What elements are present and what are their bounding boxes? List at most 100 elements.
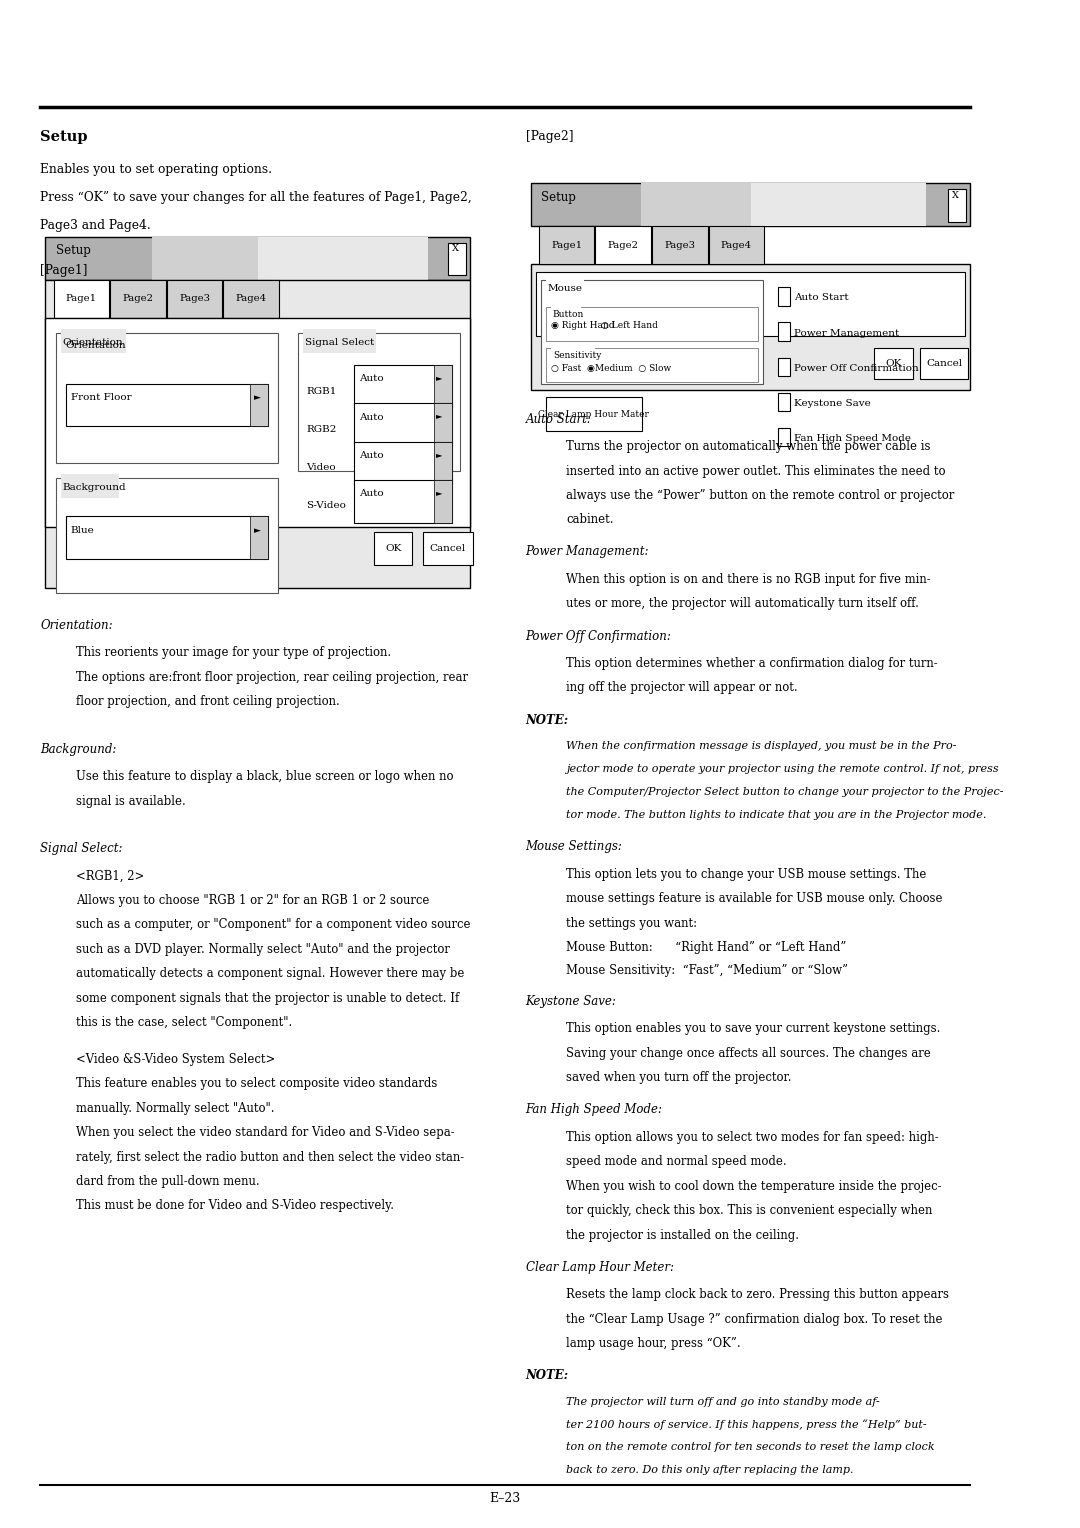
Text: rately, first select the radio button and then select the video stan-: rately, first select the radio button an… [76, 1151, 464, 1164]
Text: the projector is installed on the ceiling.: the projector is installed on the ceilin… [566, 1229, 799, 1242]
Bar [249, 384, 268, 426]
Bar [298, 333, 460, 471]
Bar [110, 280, 165, 318]
Bar [434, 365, 451, 408]
Text: such as a DVD player. Normally select "Auto" and the projector: such as a DVD player. Normally select "A… [76, 943, 449, 957]
Text: Power Management:: Power Management: [526, 545, 649, 559]
Text: Background: Background [63, 483, 126, 492]
Bar [541, 280, 764, 384]
Bar [45, 318, 470, 527]
Bar [60, 474, 119, 498]
Bar [54, 280, 109, 318]
Text: Enables you to set operating options.: Enables you to set operating options. [40, 163, 272, 177]
Text: Keystone Save: Keystone Save [795, 399, 872, 408]
Text: Resets the lamp clock back to zero. Pressing this button appears: Resets the lamp clock back to zero. Pres… [566, 1288, 949, 1302]
Text: ►: ► [254, 526, 260, 535]
Text: ►: ► [435, 413, 442, 420]
Text: Orientation: Orientation [66, 341, 126, 350]
Bar [66, 384, 268, 426]
Bar [779, 428, 791, 446]
Text: inserted into an active power outlet. This eliminates the need to: inserted into an active power outlet. Th… [566, 465, 945, 478]
Bar [166, 280, 222, 318]
Text: E–23: E–23 [489, 1491, 521, 1505]
Bar [545, 348, 758, 382]
Text: Mouse Button:      “Right Hand” or “Left Hand”: Mouse Button: “Right Hand” or “Left Hand… [566, 941, 847, 955]
Bar [545, 397, 642, 431]
Text: speed mode and normal speed mode.: speed mode and normal speed mode. [566, 1155, 786, 1169]
Text: manually. Normally select "Auto".: manually. Normally select "Auto". [76, 1102, 274, 1115]
Text: Setup: Setup [541, 191, 576, 205]
Text: Page1: Page1 [551, 241, 582, 249]
Bar [55, 333, 278, 463]
Bar [920, 348, 969, 379]
Text: Orientation: Orientation [63, 338, 123, 347]
Text: Saving your change once affects all sources. The changes are: Saving your change once affects all sour… [566, 1047, 931, 1060]
Text: ○ Left Hand: ○ Left Hand [602, 321, 659, 330]
Bar [60, 329, 126, 353]
Bar [434, 480, 451, 523]
Text: This must be done for Video and S-Video respectively.: This must be done for Video and S-Video … [76, 1199, 394, 1213]
Text: Signal Select:: Signal Select: [40, 842, 123, 856]
Text: <Video &S-Video System Select>: <Video &S-Video System Select> [76, 1053, 275, 1067]
Text: Sensitivity: Sensitivity [553, 351, 602, 361]
Text: ○ Fast  ◉Medium  ○ Slow: ○ Fast ◉Medium ○ Slow [551, 364, 671, 373]
Text: Blue: Blue [71, 526, 95, 535]
Text: such as a computer, or "Component" for a component video source: such as a computer, or "Component" for a… [76, 918, 470, 932]
Text: This option enables you to save your current keystone settings.: This option enables you to save your cur… [566, 1022, 941, 1036]
Text: utes or more, the projector will automatically turn itself off.: utes or more, the projector will automat… [566, 597, 919, 611]
Text: ing off the projector will appear or not.: ing off the projector will appear or not… [566, 681, 798, 695]
Bar [354, 442, 451, 484]
Text: Page4: Page4 [720, 241, 752, 249]
Text: Auto Start: Auto Start [795, 293, 849, 303]
Bar [354, 403, 451, 446]
Text: always use the “Power” button on the remote control or projector: always use the “Power” button on the rem… [566, 489, 955, 503]
Text: The options are:front floor projection, rear ceiling projection, rear: The options are:front floor projection, … [76, 671, 468, 685]
Text: the settings you want:: the settings you want: [566, 917, 698, 931]
Text: Cancel: Cancel [430, 544, 465, 553]
Bar [875, 348, 913, 379]
Text: Power Management: Power Management [795, 329, 900, 338]
Text: tor mode. The button lights to indicate that you are in the Projector mode.: tor mode. The button lights to indicate … [566, 810, 986, 821]
Text: This option allows you to select two modes for fan speed: high-: This option allows you to select two mod… [566, 1131, 939, 1144]
Text: Clear Lamp Hour Mater: Clear Lamp Hour Mater [538, 410, 649, 419]
Text: this is the case, select "Component".: this is the case, select "Component". [76, 1016, 292, 1030]
Text: Fan High Speed Mode:: Fan High Speed Mode: [526, 1103, 663, 1117]
Text: cabinet.: cabinet. [566, 513, 613, 527]
Bar [45, 237, 470, 280]
Bar [948, 189, 967, 222]
Text: Press “OK” to save your changes for all the features of Page1, Page2,: Press “OK” to save your changes for all … [40, 191, 472, 205]
Bar [779, 322, 791, 341]
Text: When you wish to cool down the temperature inside the projec-: When you wish to cool down the temperatu… [566, 1180, 942, 1193]
Bar [45, 280, 470, 588]
Text: Auto: Auto [359, 451, 383, 460]
Text: floor projection, and front ceiling projection.: floor projection, and front ceiling proj… [76, 695, 339, 709]
Bar [249, 516, 268, 559]
Bar [55, 478, 278, 593]
Text: Video: Video [307, 463, 336, 472]
Text: Clear Lamp Hour Meter:: Clear Lamp Hour Meter: [526, 1261, 674, 1274]
Text: jector mode to operate your projector using the remote control. If not, press: jector mode to operate your projector us… [566, 764, 999, 775]
Text: automatically detects a component signal. However there may be: automatically detects a component signal… [76, 967, 464, 981]
Bar [779, 287, 791, 306]
Text: ter 2100 hours of service. If this happens, press the “Help” but-: ter 2100 hours of service. If this happe… [566, 1420, 927, 1430]
Text: RGB1: RGB1 [307, 387, 337, 396]
Text: dard from the pull-down menu.: dard from the pull-down menu. [76, 1175, 259, 1189]
Text: Fan High Speed Mode: Fan High Speed Mode [795, 434, 912, 443]
Bar [652, 226, 707, 264]
Text: NOTE:: NOTE: [526, 714, 569, 727]
Bar [66, 516, 268, 559]
Bar [434, 403, 451, 446]
Text: Signal Select: Signal Select [306, 338, 375, 347]
Bar [303, 329, 376, 353]
Text: Auto: Auto [359, 489, 383, 498]
Bar [779, 393, 791, 411]
Text: RGB2: RGB2 [307, 425, 337, 434]
Text: X: X [451, 244, 459, 254]
Bar [434, 442, 451, 484]
Text: Button: Button [553, 310, 584, 319]
Text: This option lets you to change your USB mouse settings. The: This option lets you to change your USB … [566, 868, 927, 882]
Text: Page1: Page1 [66, 295, 97, 303]
Text: lamp usage hour, press “OK”.: lamp usage hour, press “OK”. [566, 1337, 741, 1351]
Text: saved when you turn off the projector.: saved when you turn off the projector. [566, 1071, 792, 1085]
Text: When this option is on and there is no RGB input for five min-: When this option is on and there is no R… [566, 573, 931, 587]
